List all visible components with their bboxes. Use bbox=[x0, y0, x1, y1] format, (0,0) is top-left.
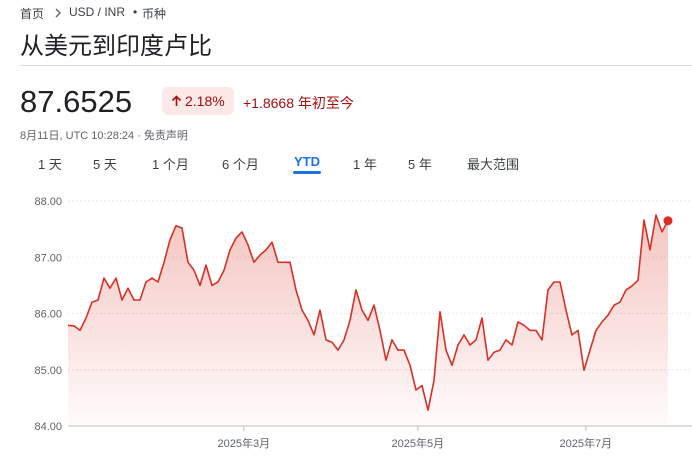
separator: • bbox=[133, 5, 138, 19]
tab-underline bbox=[293, 171, 321, 174]
range-tab[interactable]: 1 天 bbox=[38, 157, 62, 172]
breadcrumb-kind[interactable]: 币种 bbox=[142, 7, 167, 21]
timestamp-line: 8月11日, UTC 10:28:24 · 免责声明 bbox=[20, 130, 188, 142]
chart: 88.00 87.00 86.00 85.00 84.00 2025年3月 2025年5月 2… bbox=[34, 196, 692, 450]
change: +1.8668 年初至今 bbox=[243, 93, 354, 113]
y-tick-label: 88.00 bbox=[34, 196, 62, 208]
range-tab[interactable]: 1 年 bbox=[353, 157, 377, 172]
change-period: 年初至今 bbox=[297, 95, 354, 111]
price: 87.6525 bbox=[20, 84, 133, 119]
range-tab[interactable]: YTD bbox=[294, 154, 320, 169]
y-tick-label: 87.00 bbox=[34, 252, 62, 264]
timestamp: 8月11日, UTC 10:28:24 bbox=[20, 130, 135, 142]
range-tab[interactable]: 最大范围 bbox=[467, 157, 520, 172]
breadcrumb-home[interactable]: 首页 bbox=[20, 7, 45, 21]
range-tab[interactable]: 1 个月 bbox=[152, 157, 189, 172]
breadcrumb-pair[interactable]: USD / INR bbox=[69, 5, 126, 19]
x-tick-label: 2025年3月 bbox=[218, 436, 271, 450]
x-tick-label: 2025年5月 bbox=[392, 436, 445, 450]
change-badge: 2.18% bbox=[162, 87, 234, 115]
last-point bbox=[663, 216, 673, 226]
x-tick-label: 2025年7月 bbox=[560, 436, 613, 450]
page-title: 从美元到印度卢比 bbox=[20, 33, 212, 60]
range-tab[interactable]: 5 天 bbox=[93, 157, 117, 172]
divider bbox=[20, 65, 692, 66]
y-tick-label: 85.00 bbox=[34, 365, 62, 377]
y-tick-label: 84.00 bbox=[34, 421, 62, 433]
price-line bbox=[67, 214, 669, 411]
range-tab[interactable]: 6 个月 bbox=[222, 157, 259, 172]
change-percent: 2.18% bbox=[185, 93, 225, 109]
up-arrow-icon bbox=[171, 95, 182, 106]
range-tab[interactable]: 5 年 bbox=[408, 157, 432, 172]
disclaimer[interactable]: 免责声明 bbox=[143, 130, 188, 142]
chevron-icon bbox=[55, 8, 61, 18]
y-tick-label: 86.00 bbox=[34, 309, 62, 321]
change-value: +1.8668 bbox=[243, 95, 294, 111]
